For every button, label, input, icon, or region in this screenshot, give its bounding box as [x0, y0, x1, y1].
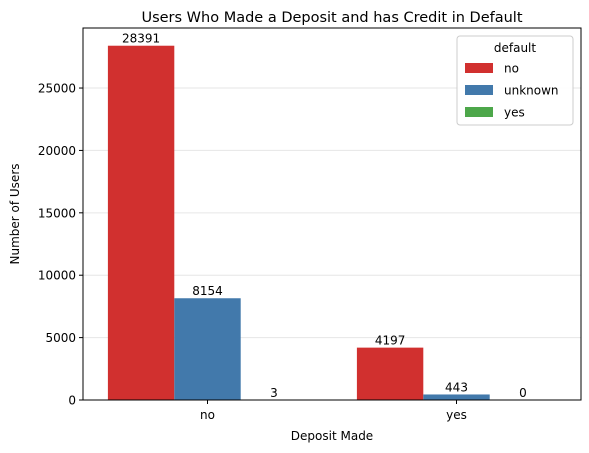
legend-swatch-yes [465, 107, 493, 117]
x-axis-label: Deposit Made [291, 429, 373, 443]
y-axis-label: Number of Users [8, 163, 22, 264]
legend-frame [456, 35, 574, 126]
data-label: 28391 [122, 32, 160, 46]
y-tick-label: 0 [68, 394, 76, 408]
data-labels: 28391 4197 8154 443 3 0 [122, 32, 527, 400]
bar-no-no [107, 45, 175, 400]
chart-title: Users Who Made a Deposit and has Credit … [141, 10, 522, 26]
y-tick-label: 25000 [38, 82, 76, 96]
y-axis: 0 5000 10000 15000 20000 25000 [38, 82, 83, 408]
data-label: 4197 [375, 334, 406, 348]
bar-unknown-no [174, 298, 241, 400]
data-label: 3 [270, 386, 278, 400]
legend-label-no: no [504, 62, 519, 76]
data-label: 443 [445, 380, 468, 394]
y-tick-label: 15000 [38, 206, 76, 220]
bars [107, 45, 490, 400]
y-tick-label: 5000 [45, 331, 76, 345]
legend: default no unknown yes [456, 35, 574, 126]
x-tick-label: no [200, 408, 215, 422]
x-axis: no yes [200, 400, 467, 422]
plot-frame [82, 27, 582, 401]
bar-unknown-yes [423, 394, 490, 400]
data-label: 8154 [192, 284, 223, 298]
y-tick-label: 20000 [38, 144, 76, 158]
legend-swatch-no [465, 63, 493, 73]
x-tick-label: yes [446, 408, 467, 422]
legend-label-unknown: unknown [504, 84, 559, 98]
legend-title: default [494, 41, 537, 55]
data-label: 0 [519, 386, 527, 400]
legend-label-yes: yes [504, 106, 525, 120]
legend-swatch-unknown [465, 85, 493, 95]
y-tick-label: 10000 [38, 269, 76, 283]
bar-no-yes [356, 347, 424, 400]
